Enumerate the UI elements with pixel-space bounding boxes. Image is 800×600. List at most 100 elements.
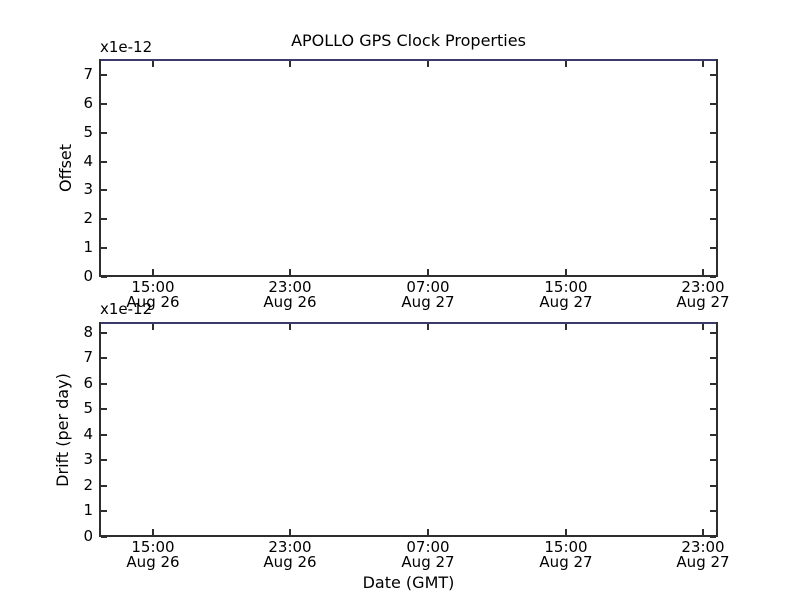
- drift-plot-left-spine: [99, 322, 101, 537]
- x-tick-label-line: Aug 27: [676, 293, 730, 311]
- x-tick-label-line: Aug 27: [401, 553, 455, 571]
- x-tick-label-line: Aug 26: [126, 553, 180, 571]
- x-tick-label-line: Aug 26: [263, 293, 317, 311]
- y-tick-mark: [101, 132, 107, 134]
- y-tick-mark: [710, 383, 716, 385]
- y-tick-mark: [101, 218, 107, 220]
- y-tick-label: 4: [83, 425, 93, 443]
- y-tick-label: 0: [83, 527, 93, 545]
- x-tick-mark: [289, 529, 291, 535]
- y-tick-label: 5: [83, 123, 93, 141]
- y-tick-mark: [101, 103, 107, 105]
- y-tick-mark: [101, 189, 107, 191]
- y-tick-label: 7: [83, 65, 93, 83]
- x-tick-label-line: 15:00: [131, 538, 175, 556]
- x-axis-label: Date (GMT): [362, 573, 455, 592]
- y-tick-label: 7: [83, 348, 93, 366]
- y-tick-mark: [101, 434, 107, 436]
- x-tick-label-line: 15:00: [544, 278, 588, 296]
- x-tick-label-line: Aug 27: [676, 553, 730, 571]
- x-tick-label: 15:00 Aug 26: [108, 280, 198, 310]
- y-tick-label: 3: [83, 450, 93, 468]
- y-tick-mark: [101, 485, 107, 487]
- x-tick-mark: [152, 529, 154, 535]
- x-tick-label-line: Aug 27: [401, 293, 455, 311]
- x-tick-mark: [289, 61, 291, 67]
- x-tick-label: 15:00 Aug 27: [521, 280, 611, 310]
- y-tick-label: 0: [83, 267, 93, 285]
- x-tick-mark: [565, 324, 567, 330]
- y-tick-label: 8: [83, 323, 93, 341]
- x-tick-mark: [702, 529, 704, 535]
- drift-plot-bottom-spine: [99, 535, 718, 537]
- x-tick-label: 15:00 Aug 26: [108, 540, 198, 570]
- x-tick-mark: [565, 61, 567, 67]
- offset-scale-exponent-label: x1e-12: [100, 38, 153, 56]
- y-tick-mark: [710, 74, 716, 76]
- y-tick-mark: [101, 74, 107, 76]
- x-tick-label-line: 23:00: [268, 538, 312, 556]
- y-tick-mark: [101, 536, 107, 538]
- y-tick-label: 2: [83, 476, 93, 494]
- y-tick-mark: [710, 536, 716, 538]
- x-tick-label: 23:00 Aug 26: [245, 280, 335, 310]
- x-tick-label-line: 15:00: [544, 538, 588, 556]
- x-tick-mark: [427, 324, 429, 330]
- y-tick-mark: [101, 247, 107, 249]
- y-tick-mark: [101, 276, 107, 278]
- x-tick-label-line: 07:00: [406, 538, 450, 556]
- y-tick-mark: [101, 459, 107, 461]
- y-tick-label: 4: [83, 152, 93, 170]
- x-tick-label: 07:00 Aug 27: [383, 280, 473, 310]
- x-tick-mark: [427, 269, 429, 275]
- drift-plot-area: [99, 322, 718, 538]
- x-tick-label: 15:00 Aug 27: [521, 540, 611, 570]
- x-tick-label-line: Aug 27: [539, 553, 593, 571]
- y-tick-mark: [710, 357, 716, 359]
- x-tick-mark: [427, 529, 429, 535]
- y-tick-mark: [101, 332, 107, 334]
- x-tick-mark: [289, 269, 291, 275]
- offset-plot-right-spine: [716, 59, 718, 277]
- x-tick-mark: [565, 529, 567, 535]
- y-tick-mark: [710, 247, 716, 249]
- y-tick-label: 5: [83, 399, 93, 417]
- y-tick-mark: [710, 332, 716, 334]
- x-tick-mark: [152, 61, 154, 67]
- x-tick-label: 23:00 Aug 27: [658, 540, 748, 570]
- y-tick-mark: [101, 357, 107, 359]
- y-tick-label: 1: [83, 501, 93, 519]
- y-tick-mark: [710, 132, 716, 134]
- offset-plot-bottom-spine: [99, 275, 718, 277]
- x-tick-mark: [152, 269, 154, 275]
- y-tick-mark: [710, 103, 716, 105]
- offset-plot-left-spine: [99, 59, 101, 277]
- x-tick-label-line: 23:00: [268, 278, 312, 296]
- x-tick-label-line: 07:00: [406, 278, 450, 296]
- y-tick-mark: [101, 408, 107, 410]
- y-tick-label: 1: [83, 238, 93, 256]
- x-tick-label-line: Aug 26: [126, 293, 180, 311]
- y-tick-mark: [710, 408, 716, 410]
- y-tick-mark: [710, 485, 716, 487]
- y-tick-mark: [101, 161, 107, 163]
- x-tick-mark: [152, 324, 154, 330]
- drift-scale-exponent-label: x1e-12: [100, 300, 153, 318]
- x-tick-label-line: Aug 26: [263, 553, 317, 571]
- x-tick-mark: [427, 61, 429, 67]
- x-tick-label: 07:00 Aug 27: [383, 540, 473, 570]
- y-tick-mark: [101, 383, 107, 385]
- x-tick-label-line: Aug 27: [539, 293, 593, 311]
- y-tick-mark: [710, 161, 716, 163]
- x-tick-label-line: 15:00: [131, 278, 175, 296]
- x-tick-mark: [289, 324, 291, 330]
- y-tick-mark: [710, 276, 716, 278]
- chart-title: APOLLO GPS Clock Properties: [291, 31, 526, 50]
- drift-plot-right-spine: [716, 322, 718, 537]
- y-tick-mark: [710, 510, 716, 512]
- x-tick-label: 23:00 Aug 27: [658, 280, 748, 310]
- y-tick-label: 6: [83, 374, 93, 392]
- x-tick-label-line: 23:00: [681, 278, 725, 296]
- offset-plot-area: [99, 59, 718, 278]
